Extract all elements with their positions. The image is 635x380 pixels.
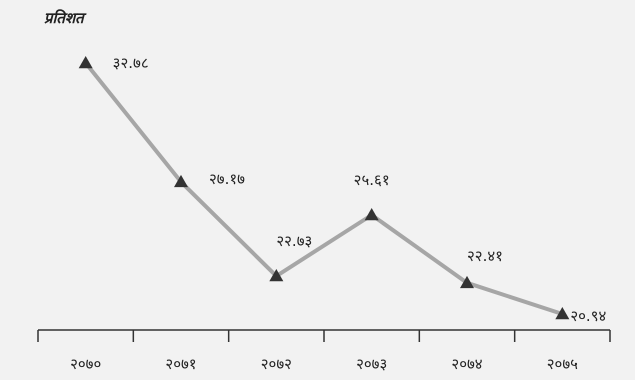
series-line <box>84 61 563 316</box>
x-tick-labels: २०७० २०७१ २०७२ २०७३ २०७४ २०७५ <box>70 355 578 373</box>
data-point-marker <box>78 56 93 69</box>
x-tick-label: २०७५ <box>547 355 578 373</box>
x-tick-label: २०७१ <box>165 355 196 373</box>
data-label: २२.४१ <box>467 247 503 265</box>
x-tick-label: २०७० <box>70 355 101 373</box>
x-tick-label: २०७३ <box>356 355 387 373</box>
data-label: ३२.७८ <box>113 54 149 72</box>
data-point-marker <box>174 174 188 188</box>
data-label: २०.९४ <box>570 307 606 325</box>
data-label: २७.१७ <box>209 170 245 188</box>
data-point-marker <box>364 207 379 221</box>
data-point-marker <box>460 275 474 289</box>
x-axis-ticks <box>37 330 611 342</box>
x-tick-label: २०७४ <box>451 355 482 373</box>
data-point-marker <box>269 269 284 282</box>
x-tick-label: २०७२ <box>261 355 292 373</box>
data-label: २५.६१ <box>354 171 390 189</box>
data-labels: ३२.७८ २७.१७ २२.७३ २५.६१ २२.४१ २०.९४ <box>113 54 607 325</box>
data-label: २२.७३ <box>276 232 312 250</box>
data-markers <box>78 56 570 320</box>
y-axis-label: प्रतिशत <box>44 9 84 27</box>
data-point-marker <box>555 307 570 320</box>
